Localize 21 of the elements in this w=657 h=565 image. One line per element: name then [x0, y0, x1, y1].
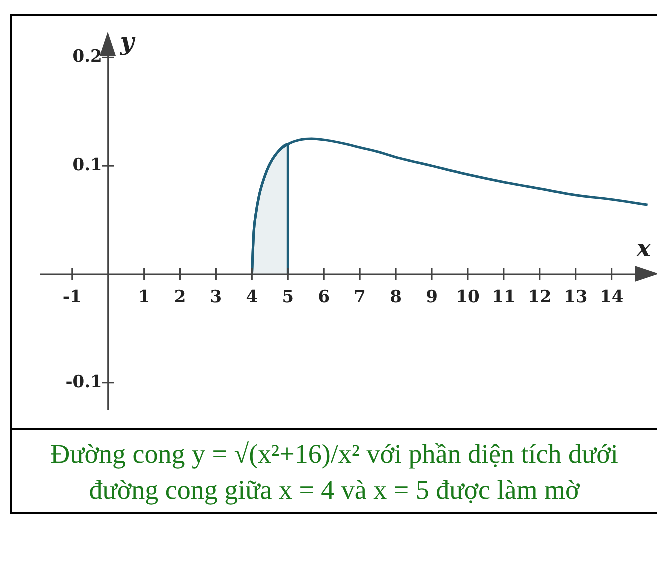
- x-tick-label: 6: [318, 287, 330, 308]
- x-tick-label: 10: [456, 287, 480, 308]
- x-tick-label: 12: [528, 287, 552, 308]
- x-tick-label: -1: [62, 287, 82, 308]
- y-tick-label: 0.1: [72, 156, 102, 176]
- x-tick-label: 1: [138, 287, 150, 308]
- x-tick-label: 8: [390, 287, 402, 308]
- x-tick-label: 7: [354, 287, 366, 308]
- y-axis-title: y: [119, 27, 136, 56]
- x-tick-label: 14: [600, 287, 624, 308]
- x-tick-label: 3: [210, 287, 222, 308]
- x-tick-label: 2: [174, 287, 186, 308]
- y-tick-label: 0.2: [72, 47, 102, 68]
- x-tick-label: 11: [492, 287, 516, 308]
- text: Đường cong y = √(x²+16)/x² với phần diện tích dưới đường cong giữa x = 4 và x = 5 được làm mờ: [50, 438, 620, 507]
- y-tick-label: -0.1: [66, 372, 102, 392]
- x-tick-label: 4: [246, 287, 258, 308]
- x-tick-label: 5: [282, 287, 294, 308]
- x-tick-label: 9: [426, 287, 438, 308]
- x-tick-label: 13: [564, 287, 588, 308]
- x-axis-title: x: [636, 234, 652, 263]
